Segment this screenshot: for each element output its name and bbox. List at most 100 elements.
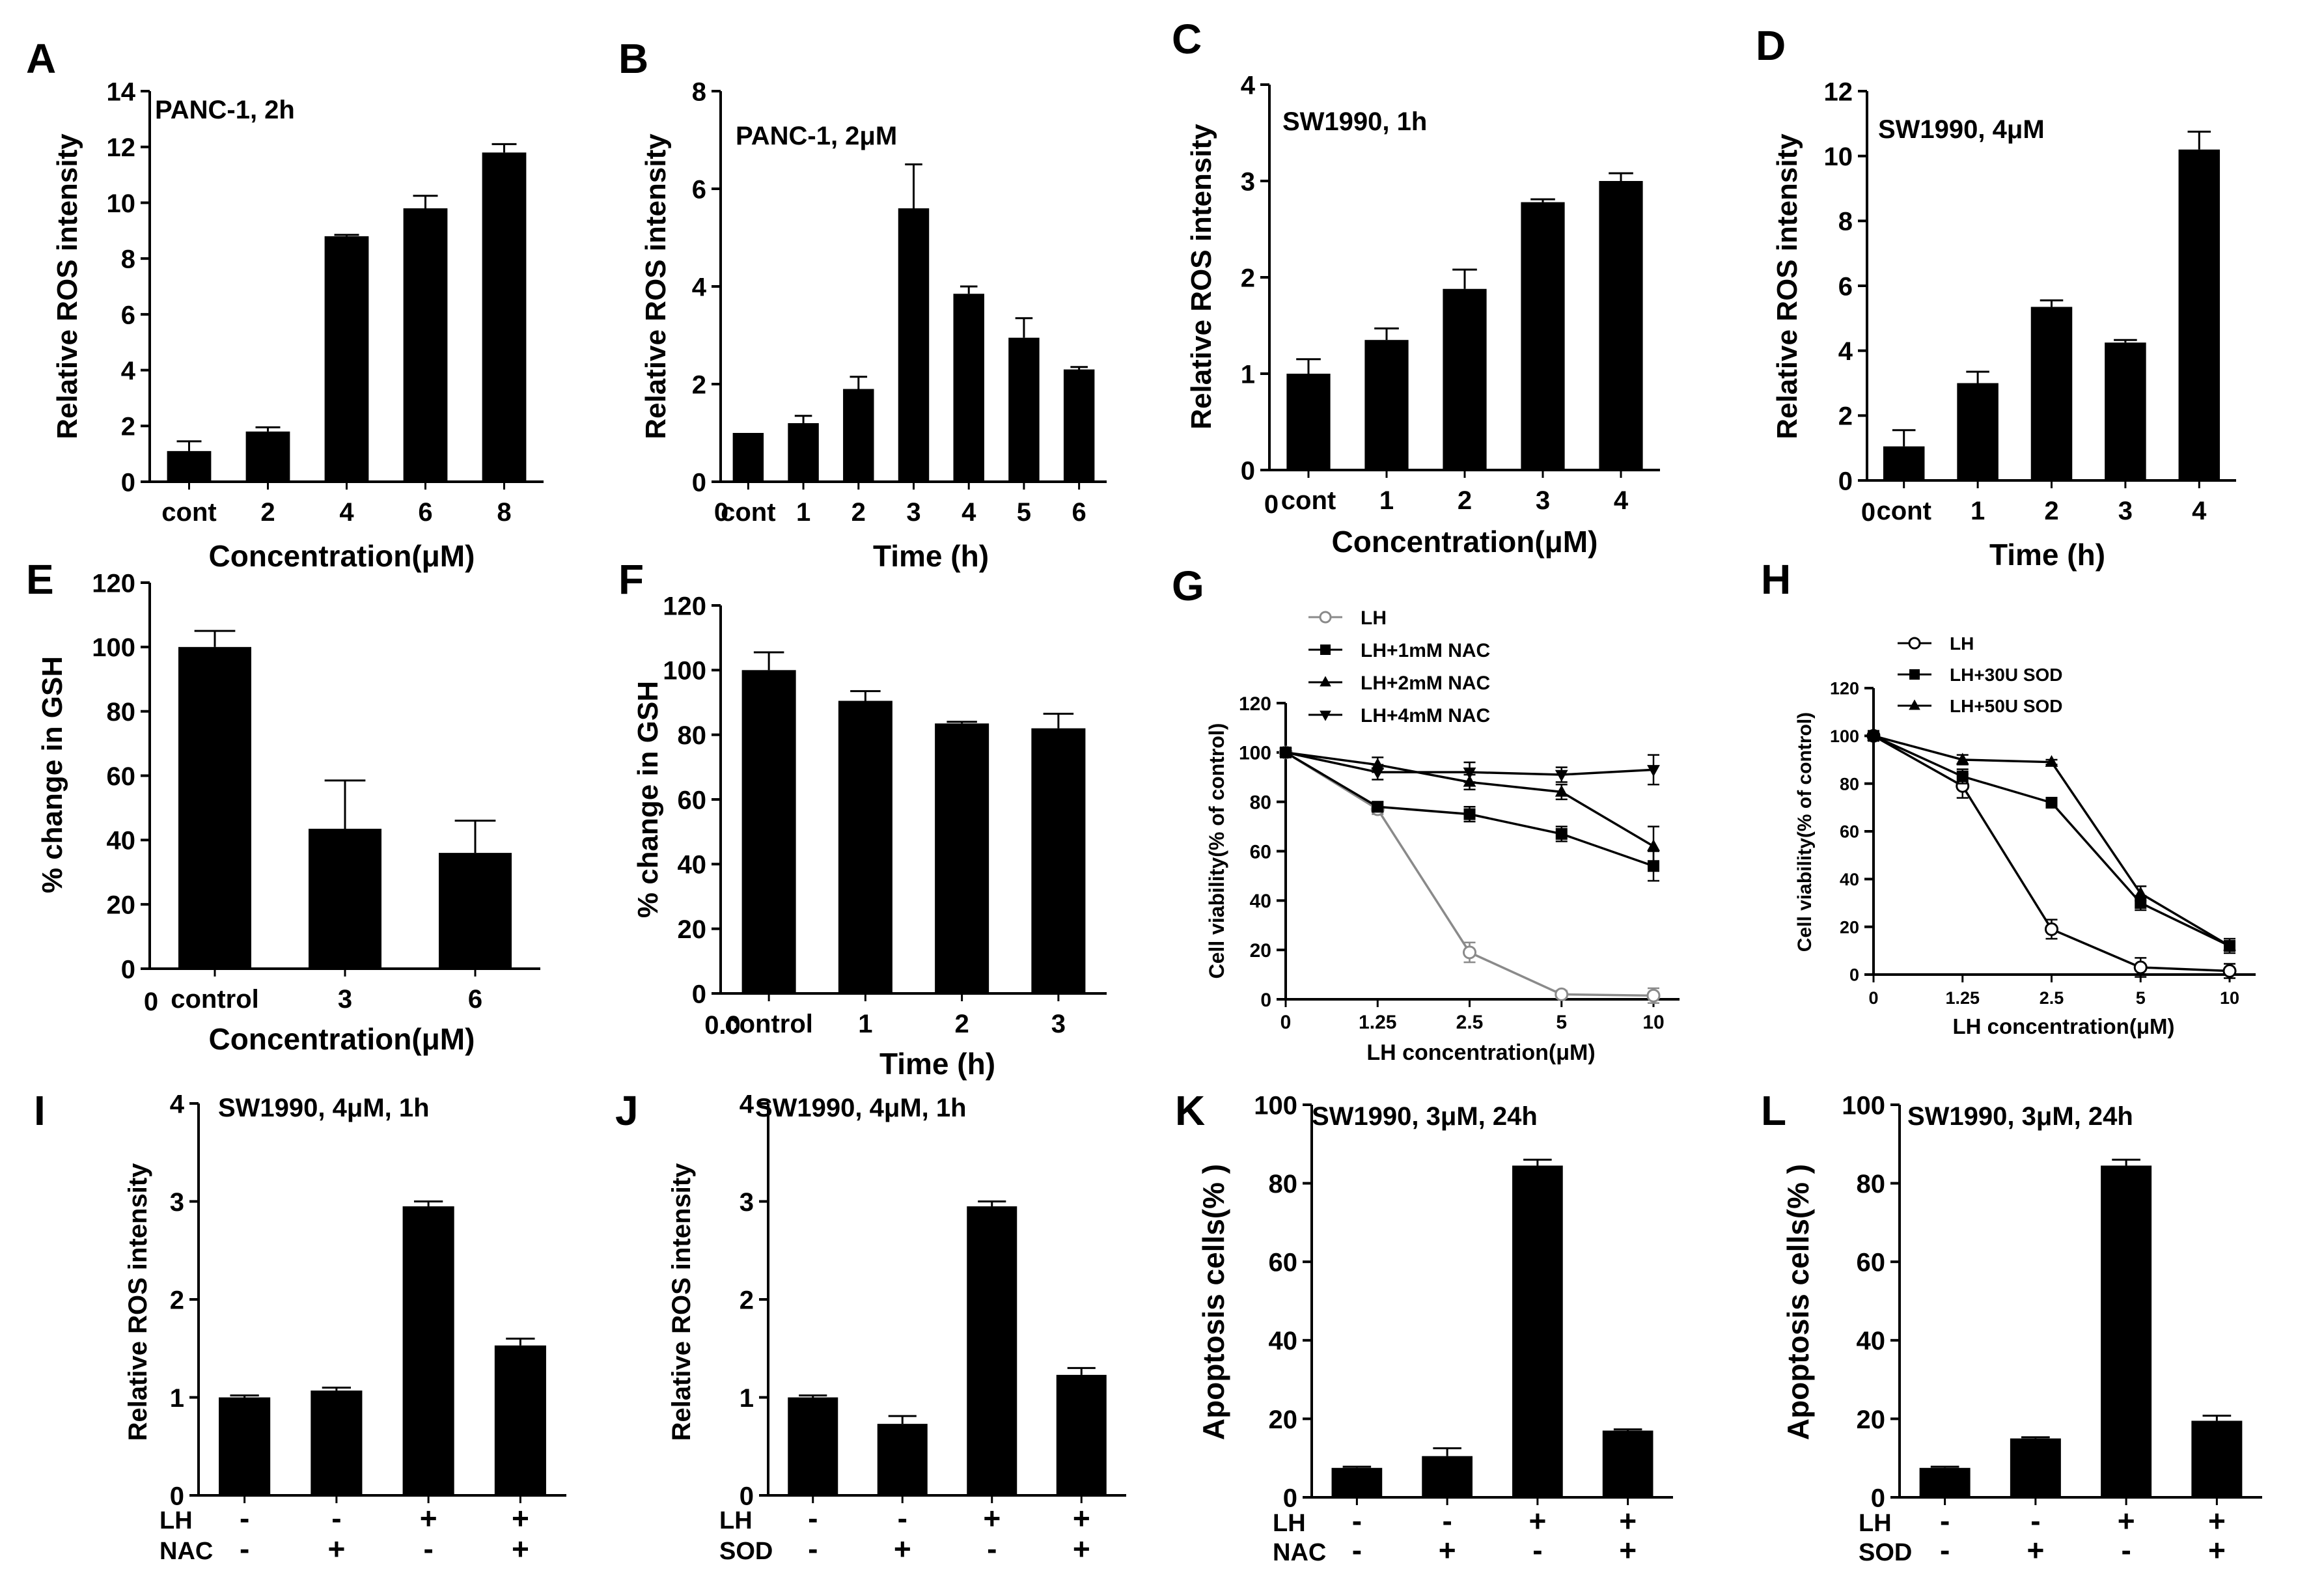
panel-i-y-tick-label-2: 2 [170, 1286, 184, 1314]
panel-h-x-tick-label-2: 2.5 [2040, 988, 2064, 1008]
panel-h-series-0-point-3 [2133, 960, 2148, 975]
panel-b-y-tick-label-1: 2 [692, 370, 706, 399]
panel-a-y-tick-label-7: 14 [107, 77, 136, 106]
panel-a-title: PANC-1, 2h [155, 96, 295, 124]
panel-d-bar-1 [1957, 383, 1999, 480]
panel-g-y-tick-label-5: 100 [1239, 743, 1271, 764]
panel-k-row-0-sign-1: - [1442, 1504, 1452, 1538]
panel-l-bar-1 [2010, 1438, 2061, 1497]
panel-d-bar-0 [1883, 446, 1925, 480]
panel-i-row-0-sign-2: + [420, 1501, 437, 1535]
panel-h-series-2-legend-label: LH+50U SOD [1950, 696, 2063, 716]
panel-d-y-tick-label-2: 4 [1838, 337, 1853, 366]
panel-h-series-2-legend-marker [1909, 699, 1920, 710]
panel-g-series-1-legend-label: LH+1mM NAC [1361, 640, 1490, 661]
panel-a-label: A [26, 35, 56, 82]
panel-l-label: L [1761, 1087, 1786, 1134]
panel-j-y-tick-label-0: 0 [740, 1482, 754, 1510]
panel-b-label: B [618, 35, 648, 82]
panel-i-row-0-sign-1: - [331, 1501, 341, 1535]
panel-c-y-tick-label-0: 0 [1241, 456, 1255, 485]
panel-h-x-tick-label-3: 5 [2136, 988, 2146, 1008]
panel-h-y-label: Cell viability(% of control) [1794, 712, 1816, 952]
panel-g-series-3-legend-label: LH+4mM NAC [1361, 705, 1490, 727]
panel-g-x-tick-label-4: 10 [1642, 1012, 1664, 1033]
panel-f-y-tick-label-2: 40 [678, 851, 707, 880]
panel-c-bar-4 [1599, 181, 1643, 470]
panel-c-title: SW1990, 1h [1282, 107, 1427, 136]
panel-c-bar-1 [1364, 340, 1409, 470]
panel-g-series-2-legend-label: LH+2mM NAC [1361, 672, 1490, 694]
panel-h-series-1-legend-label: LH+30U SOD [1950, 665, 2063, 685]
panel-e-label: E [26, 556, 54, 603]
panel-f-x-tick-label-0: control [725, 1010, 813, 1038]
panel-k-y-label: Apoptosis cells(% ) [1197, 1164, 1230, 1440]
panel-j-y-tick-label-3: 3 [740, 1188, 754, 1217]
panel-g-x-tick-label-3: 5 [1556, 1012, 1567, 1033]
panel-l-row-0-sign-2: + [2118, 1504, 2135, 1538]
panel-i-row-1-sign-2: - [423, 1532, 433, 1566]
panel-a-y-tick-label-2: 4 [121, 357, 136, 385]
panel-h-y-tick-label-4: 80 [1840, 774, 1859, 794]
panel-l-row-1-sign-3: + [2208, 1533, 2226, 1567]
panel-g-y-tick-label-6: 120 [1239, 693, 1271, 715]
panel-l-y-tick-label-0: 0 [1871, 1484, 1885, 1512]
panel-f-bar-2 [935, 723, 989, 993]
panel-l-row-label-0: LH [1859, 1510, 1892, 1537]
panel-d-x-tick-label-3: 3 [2118, 497, 2133, 525]
panel-a-bar-0 [167, 450, 212, 482]
panel-k-row-label-1: NAC [1273, 1539, 1326, 1566]
panel-c-x-tick-label-4: 4 [1614, 486, 1629, 515]
panel-d-label: D [1756, 22, 1786, 69]
panel-a-x-tick-label-1: 2 [260, 498, 275, 527]
panel-c-y-tick-label-2: 2 [1241, 264, 1255, 292]
panel-l-row-0-sign-3: + [2208, 1504, 2226, 1538]
panel-c-y-tick-label-1: 1 [1241, 360, 1255, 389]
panel-g-series-3-point-0 [1279, 747, 1292, 760]
panel-f-y-tick-label-6: 120 [663, 592, 706, 620]
panel-l-row-0-sign-0: - [1940, 1504, 1950, 1538]
panel-d-y-tick-label-0: 0 [1838, 467, 1853, 495]
panel-j-bar-2 [967, 1206, 1017, 1495]
panel-h-series-1-point-1 [1956, 770, 1969, 783]
panel-l-bar-2 [2101, 1165, 2152, 1497]
panel-l-y-tick-label-3: 60 [1857, 1249, 1886, 1277]
panel-g-x-label: LH concentration(μM) [1366, 1040, 1595, 1065]
panel-g-series-3-legend-marker [1320, 710, 1331, 721]
panel-a-bar-2 [324, 236, 369, 482]
panel-f: 0 20 40 60 80 100 120 control 1 2 3 0.0 Time (h) % ch… [618, 556, 1107, 1081]
panel-j-row-1-sign-0: - [808, 1532, 818, 1566]
panel-c-bar-2 [1443, 288, 1487, 470]
panel-b-x-tick-label-3: 3 [906, 498, 920, 527]
panel-b: 0 2 4 6 8 cont 1 2 3 4 5 6 0 PANC-1, 2μM Time (h) Relat… [618, 35, 1107, 573]
panel-b-y-tick-label-2: 4 [692, 273, 707, 301]
panel-g-x-tick-label-0: 0 [1280, 1012, 1292, 1033]
panel-a-x-tick-label-3: 6 [418, 498, 432, 527]
panel-i-y-tick-label-0: 0 [170, 1482, 184, 1510]
panel-c-x-tick-label-2: 2 [1458, 486, 1472, 515]
panel-i-bar-3 [494, 1345, 546, 1495]
panel-k-row-1-sign-3: + [1619, 1533, 1637, 1567]
panel-j-row-0-sign-3: + [1073, 1501, 1090, 1535]
panel-j-y-label: Relative ROS intensity [667, 1163, 696, 1441]
panel-b-y-tick-label-0: 0 [692, 468, 706, 497]
panel-k-row-label-0: LH [1273, 1510, 1306, 1537]
panel-d-y-tick-label-3: 6 [1838, 272, 1853, 301]
panel-g-y-tick-label-1: 20 [1250, 940, 1271, 962]
panel-h-series-1-legend-marker [1909, 669, 1920, 680]
panel-j-row-0-sign-1: - [898, 1501, 907, 1535]
panel-h-series-2-point-3 [2134, 886, 2148, 898]
panel-l-row-1-sign-1: + [2027, 1533, 2044, 1567]
panel-a-y-tick-label-3: 6 [121, 301, 135, 329]
panel-g-series-0-legend-label: LH [1361, 607, 1387, 629]
panel-k-title: SW1990, 3μM, 24h [1312, 1102, 1538, 1131]
panel-j-row-0-sign-0: - [808, 1501, 818, 1535]
panel-i-y-tick-label-4: 4 [170, 1090, 185, 1118]
panel-f-bar-3 [1031, 728, 1086, 993]
panel-a-y-label: Relative ROS intensity [51, 133, 83, 439]
panel-c-x-tick-label-3: 3 [1536, 486, 1550, 515]
panel-d-title: SW1990, 4μM [1878, 115, 2045, 144]
panel-c-x-tick-label-0: cont [1281, 486, 1336, 515]
